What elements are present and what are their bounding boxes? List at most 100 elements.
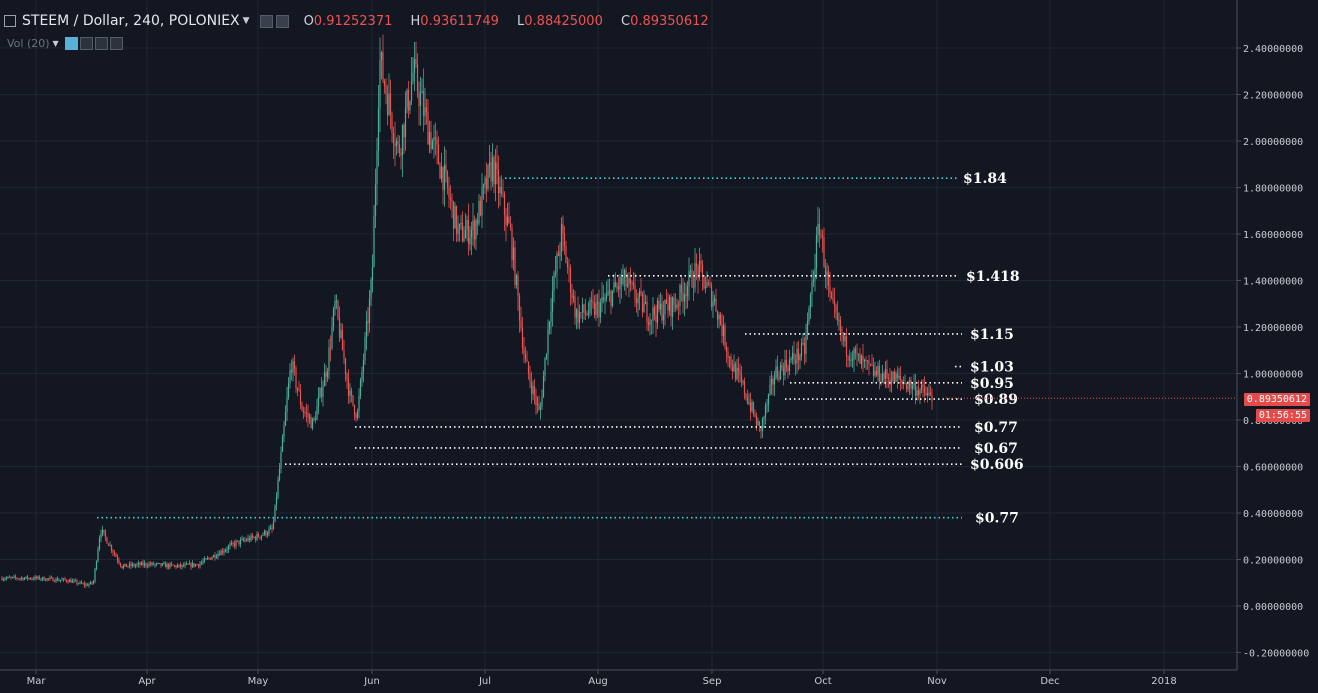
candle-body <box>416 64 419 92</box>
candle-body <box>368 298 371 323</box>
candle-body <box>433 137 435 141</box>
candle-body <box>139 563 141 566</box>
candle-body <box>910 380 912 389</box>
candle-body <box>788 359 791 371</box>
candle-body <box>20 577 23 579</box>
candle-body <box>203 558 206 562</box>
candle-body <box>839 319 842 333</box>
candle-body <box>269 527 272 530</box>
candle-body <box>233 543 236 547</box>
x-tick-label: May <box>248 676 269 687</box>
chevron-down-icon[interactable]: ▼ <box>52 39 59 48</box>
candle-body <box>353 405 356 415</box>
candle-body <box>886 368 888 378</box>
candle-body <box>347 379 350 396</box>
candle-body <box>170 563 173 565</box>
candle-body <box>221 550 224 553</box>
candle-body <box>712 301 714 307</box>
candle-body <box>55 578 57 582</box>
eye-icon[interactable] <box>275 14 289 28</box>
candle-body <box>581 304 584 313</box>
candle-body <box>542 375 545 398</box>
candle-body <box>412 72 414 82</box>
candle-body <box>548 321 551 330</box>
candle-body <box>451 199 453 202</box>
candle-body <box>791 353 794 359</box>
candle-body <box>707 282 710 284</box>
candle-body <box>292 361 294 373</box>
candle-body <box>176 565 179 568</box>
candle-body <box>782 367 785 376</box>
candle-body <box>331 326 333 349</box>
close-icon[interactable] <box>109 37 123 50</box>
candle-body <box>184 564 186 567</box>
candle-body <box>559 251 561 256</box>
candle-body <box>496 162 498 170</box>
price-axis: 2.40000000 2.20000000 2.00000000 1.80000000… <box>1236 0 1309 670</box>
y-tick-label: 1.00000000 <box>1243 370 1303 381</box>
candle-body <box>82 583 84 585</box>
candle-body <box>14 576 17 578</box>
candle-body <box>482 184 485 188</box>
candle-body <box>19 578 21 580</box>
settings-icon[interactable] <box>259 14 273 28</box>
candle-body <box>764 405 767 418</box>
candle-body <box>389 93 392 115</box>
bar-countdown: 01:56:55 <box>1255 409 1310 422</box>
candle-body <box>871 364 873 366</box>
candle-body <box>928 392 930 394</box>
candle-body <box>911 385 914 389</box>
settings-icon[interactable] <box>79 37 93 50</box>
candle-body <box>842 332 845 341</box>
candle-body <box>44 580 47 582</box>
candle-body <box>508 216 510 224</box>
volume-label[interactable]: Vol (20) <box>7 37 50 50</box>
candle-body <box>364 337 366 361</box>
symbol-title[interactable]: STEEM / Dollar, 240, POLONIEX <box>22 13 240 29</box>
candle-body <box>794 360 797 364</box>
candle-body <box>61 579 63 581</box>
candle-body <box>46 578 48 581</box>
candle-body <box>373 216 375 268</box>
candle-body <box>574 296 576 318</box>
candle-body <box>815 235 818 269</box>
candle-body <box>551 290 554 312</box>
chevron-down-icon[interactable]: ▼ <box>242 16 250 26</box>
candle-body <box>814 268 816 280</box>
candle-body <box>667 303 669 311</box>
candle-body <box>242 538 245 541</box>
candle-body <box>734 363 737 380</box>
candle-body <box>737 367 740 372</box>
candle-body <box>232 542 234 544</box>
candle-body <box>659 303 662 310</box>
candle-body <box>571 293 573 298</box>
candle-body <box>638 291 641 298</box>
candle-body <box>598 302 600 318</box>
candle-body <box>863 359 866 361</box>
candle-body <box>881 373 884 382</box>
candle-body <box>614 282 617 288</box>
candle-body <box>419 93 422 106</box>
eye-icon[interactable] <box>64 37 78 50</box>
candle-body <box>286 397 288 413</box>
candle-body <box>890 380 893 385</box>
candle-body <box>124 563 126 566</box>
candle-body <box>742 381 744 383</box>
candle-body <box>755 415 758 426</box>
candle-body <box>503 193 506 215</box>
candle-body <box>554 272 557 274</box>
collapse-icon[interactable] <box>4 15 16 27</box>
candle-body <box>394 143 396 147</box>
candle-body <box>163 563 165 565</box>
plus-icon[interactable] <box>94 37 108 50</box>
candle-body <box>178 564 180 566</box>
candle-body <box>329 347 332 349</box>
candle-body <box>577 309 579 323</box>
candle-body <box>215 556 218 558</box>
candle-body <box>644 301 647 304</box>
candle-body <box>446 171 449 188</box>
candle-body <box>374 184 377 217</box>
candle-body <box>535 395 537 405</box>
candle-body <box>62 578 65 580</box>
